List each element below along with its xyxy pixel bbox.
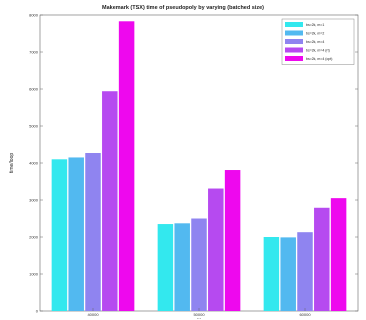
legend-swatch-3 (285, 39, 303, 44)
y-tick-label: 5000 (29, 123, 39, 128)
y-tick-label: 2000 (29, 234, 39, 239)
bar-4-60000 (314, 207, 330, 311)
legend-label-4: bs=2k, m=4 (rt) (306, 49, 330, 53)
legend-label-5: bs=2k, m=4 (opt) (306, 57, 332, 61)
bar-2-50000 (174, 223, 190, 311)
bar-3-40000 (85, 153, 101, 311)
bar-3-60000 (297, 232, 313, 311)
legend-label-3: bs=2k, m=4 (306, 40, 324, 44)
y-tick-label: 7000 (29, 49, 39, 54)
bar-2-40000 (68, 157, 84, 311)
bar-4-50000 (208, 188, 224, 311)
bar-5-60000 (330, 198, 347, 311)
bar-4-40000 (102, 91, 118, 311)
legend-swatch-4 (285, 47, 303, 53)
chart-title: Makemark (TSX) time of pseudopoly by var… (102, 5, 264, 11)
x-tick-label: 40000 (87, 312, 99, 317)
bar-1-60000 (263, 237, 280, 311)
x-tick-label: 50000 (193, 312, 205, 317)
y-tick-label: 1000 (29, 271, 39, 276)
legend-swatch-5 (285, 56, 303, 61)
y-tick-label: 0 (36, 308, 39, 313)
bar-3-50000 (191, 218, 207, 311)
bar-1-40000 (51, 159, 68, 311)
legend-swatch-1 (285, 22, 303, 27)
bar-1-50000 (157, 224, 174, 311)
bar-2-60000 (280, 237, 296, 311)
bar-5-40000 (118, 21, 135, 311)
y-axis-title: time/loop (9, 153, 15, 174)
legend-swatch-2 (285, 30, 303, 36)
y-tick-label: 4000 (29, 160, 39, 165)
y-tick-label: 6000 (29, 86, 39, 91)
legend: bs=2k, m=1 bs=2k, m=2 bs=2k, m=4 bs=2k, m=4… (281, 18, 355, 65)
y-tick-label: 8000 (29, 12, 39, 17)
legend-label-1: bs=2k, m=1 (306, 23, 324, 27)
y-tick-label: 3000 (29, 197, 39, 202)
bar-5-50000 (224, 170, 241, 311)
x-tick-label: 60000 (299, 312, 311, 317)
legend-label-2: bs=2k, m=2 (306, 32, 324, 36)
x-axis-title: ... (197, 315, 201, 320)
